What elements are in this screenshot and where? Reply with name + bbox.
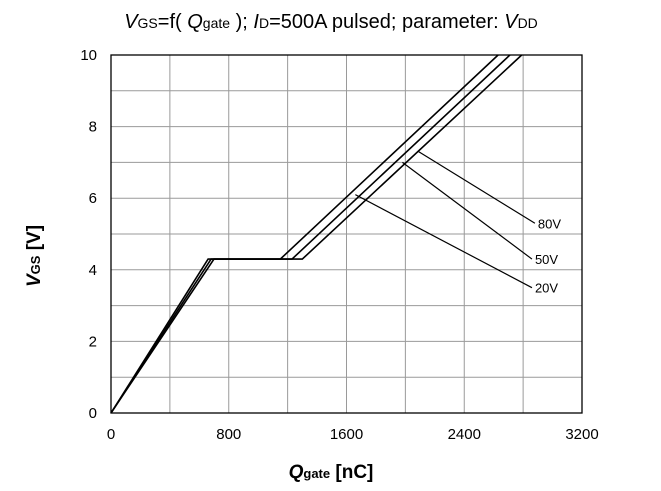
title-eq: =f( bbox=[158, 11, 187, 33]
x-tick-label: 3200 bbox=[565, 426, 598, 443]
x-axis-label: Qgate [nC] bbox=[289, 462, 374, 483]
x-tick-label: 2400 bbox=[448, 426, 481, 443]
y-axis-label-unit: [V] bbox=[24, 225, 45, 256]
y-tick-label: 8 bbox=[89, 119, 97, 136]
y-axis-label-main: V bbox=[24, 273, 45, 287]
series-lines bbox=[110, 54, 523, 414]
x-axis-label-main: Q bbox=[289, 462, 304, 483]
y-tick-label: 6 bbox=[89, 190, 97, 207]
y-tick-label: 0 bbox=[89, 405, 97, 422]
title-q: Q bbox=[187, 11, 203, 33]
title-rest: =500A pulsed; parameter: bbox=[269, 11, 504, 33]
annotation-leader bbox=[355, 194, 533, 289]
plot-frame bbox=[110, 54, 583, 414]
annotation-leader bbox=[418, 151, 536, 224]
x-tick-label: 0 bbox=[107, 426, 115, 443]
series-line-80V bbox=[110, 54, 523, 414]
title-vdd: V bbox=[504, 11, 519, 33]
x-axis-label-sub: gate bbox=[303, 466, 330, 481]
title-v-sub: GS bbox=[138, 15, 158, 31]
y-axis-label-sub: GS bbox=[28, 255, 43, 274]
annotations: 80V 50V 20V bbox=[355, 151, 561, 296]
y-tick-labels: 0 2 4 6 8 10 bbox=[80, 47, 97, 422]
y-tick-label: 4 bbox=[89, 262, 97, 279]
x-tick-label: 1600 bbox=[330, 426, 363, 443]
annotation-label: 20V bbox=[535, 281, 558, 296]
chart-title: VGS=f( Qgate ); ID=500A pulsed; paramete… bbox=[124, 11, 538, 33]
y-tick-label: 2 bbox=[89, 333, 97, 350]
x-tick-label: 800 bbox=[216, 426, 241, 443]
annotation-label: 50V bbox=[535, 252, 558, 267]
title-q-sub: gate bbox=[203, 15, 230, 31]
y-tick-label: 10 bbox=[80, 47, 97, 64]
title-v: V bbox=[124, 11, 139, 33]
title-i: I bbox=[253, 11, 259, 33]
title-vdd-sub: DD bbox=[518, 15, 538, 31]
annotation-label: 80V bbox=[538, 216, 561, 231]
y-axis-label: VGS [V] bbox=[24, 225, 45, 287]
plot-border bbox=[110, 54, 583, 414]
grid bbox=[111, 55, 582, 413]
title-i-sub: D bbox=[259, 15, 269, 31]
x-axis-label-unit: [nC] bbox=[330, 462, 373, 483]
title-mid: ); bbox=[230, 11, 253, 33]
x-tick-labels: 0 800 1600 2400 3200 bbox=[107, 426, 599, 443]
annotation-leader bbox=[402, 161, 533, 260]
